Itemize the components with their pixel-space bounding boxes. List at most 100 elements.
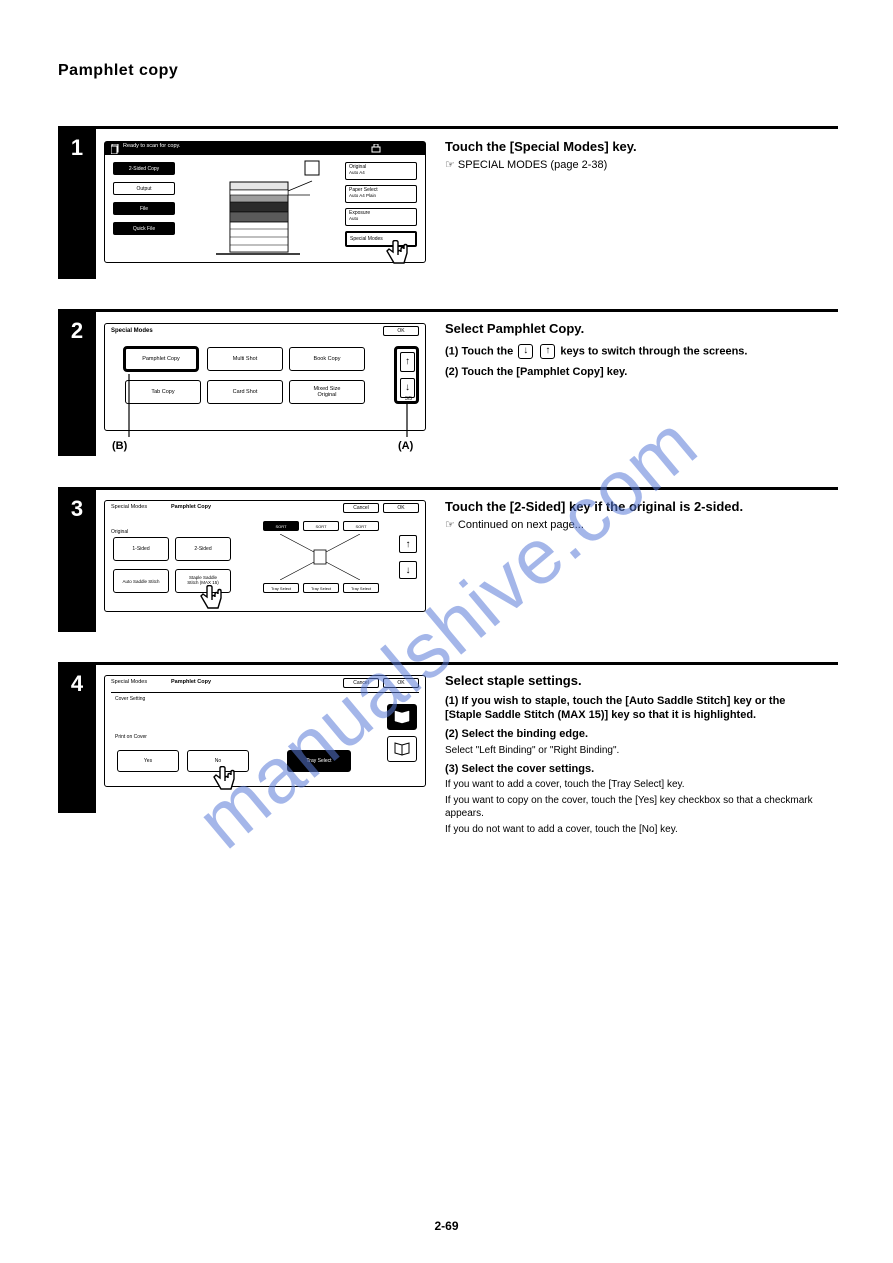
btn-book-copy[interactable]: Book Copy xyxy=(289,347,365,371)
panel4-cover-label: Cover Setting xyxy=(115,696,145,702)
binding-icon-left[interactable] xyxy=(387,704,417,730)
panel4-hr: Pamphlet Copy xyxy=(171,679,211,685)
page-title: Pamphlet copy xyxy=(58,62,178,80)
panel-step1: Ready to scan for copy. 2-Sided Copy Out… xyxy=(104,141,426,263)
inline-up-arrow-icon: ↑ xyxy=(540,344,555,359)
btn-card-shot[interactable]: Card Shot xyxy=(207,380,283,404)
scroll-down-btn[interactable]: ↓ xyxy=(400,378,415,398)
step-strip-3: 3 xyxy=(58,490,96,632)
sort-btn-1[interactable]: SORT xyxy=(263,521,299,531)
btn-pamphlet-copy[interactable]: Pamphlet Copy xyxy=(123,346,199,372)
btn-exposure[interactable]: Exposure Auto xyxy=(345,208,417,226)
panel3-up[interactable]: ↑ xyxy=(399,535,417,553)
step-strip-1: 1 xyxy=(58,129,96,279)
btn-original-val: Auto A4 xyxy=(349,170,413,175)
inst4-lineC-sub3: If you do not want to add a cover, touch… xyxy=(445,823,825,837)
btn-multi-shot[interactable]: Multi Shot xyxy=(207,347,283,371)
panel3-sort-row-bottom: Tray Select Tray Select Tray Select xyxy=(263,583,379,593)
panel2-header: Special Modes xyxy=(111,328,153,334)
btn-output[interactable]: Output xyxy=(113,182,175,195)
btn-quick-file[interactable]: Quick File xyxy=(113,222,175,235)
btn-mixed-size[interactable]: Mixed Size Original xyxy=(289,380,365,404)
inst4-lineB-sub: Select "Left Binding" or "Right Binding"… xyxy=(445,744,825,758)
panel3-cross-illustration xyxy=(280,534,360,580)
panel-step4: Special Modes Pamphlet Copy Cancel OK Co… xyxy=(104,675,426,787)
print-icon xyxy=(371,144,383,154)
inst4-lineC-sub2: If you want to copy on the cover, touch … xyxy=(445,794,825,821)
inline-down-arrow-icon: ↓ xyxy=(518,344,533,359)
panel3-down[interactable]: ↓ xyxy=(399,561,417,579)
step-number-1: 1 xyxy=(58,135,96,161)
btn-tray-select[interactable]: Tray Select xyxy=(287,750,351,772)
inst2-lineB: (2) Touch the [Pamphlet Copy] key. xyxy=(445,365,825,380)
panel3-ok[interactable]: OK xyxy=(383,503,419,513)
printer-illustration xyxy=(200,159,330,261)
panel3-hl: Special Modes xyxy=(111,504,147,510)
panel3-cancel[interactable]: Cancel xyxy=(343,503,379,513)
panel4-hl: Special Modes xyxy=(111,679,147,685)
sort-btn-3[interactable]: SORT xyxy=(343,521,379,531)
step-strip-2: 2 xyxy=(58,312,96,456)
inst4-headline: Select staple settings. xyxy=(445,672,825,690)
scroll-group-highlighted: ↑ ↓ xyxy=(394,346,419,404)
page-number: 2-69 xyxy=(0,1219,893,1233)
sort-btn-b3[interactable]: Tray Select xyxy=(343,583,379,593)
sort-btn-2[interactable]: SORT xyxy=(303,521,339,531)
btn-paper-val: Auto A4 Plain xyxy=(349,193,413,198)
hand-cursor-icon xyxy=(383,240,417,274)
btn-yes[interactable]: Yes xyxy=(117,750,179,772)
btn-original[interactable]: Original Auto A4 xyxy=(345,162,417,180)
inst4-lineC-sub1: If you want to add a cover, touch the [T… xyxy=(445,778,825,792)
inst2-lineA-post: keys to switch through the screens. xyxy=(560,345,747,357)
step-number-3: 3 xyxy=(58,496,96,522)
inst4-lineB: (2) Select the binding edge. xyxy=(445,727,825,742)
hand-cursor-icon-3 xyxy=(197,585,231,619)
panel4-cancel[interactable]: Cancel xyxy=(343,678,379,688)
label-step2-B: (B) xyxy=(112,440,127,452)
step-strip-4: 4 xyxy=(58,665,96,813)
scroll-up-btn[interactable]: ↑ xyxy=(400,352,415,372)
inst4-lineA: (1) If you wish to staple, touch the [Au… xyxy=(445,694,825,724)
step-number-4: 4 xyxy=(58,671,96,697)
btn-file[interactable]: File xyxy=(113,202,175,215)
panel4-ok[interactable]: OK xyxy=(383,678,419,688)
inst2-lineA: (1) Touch the ↓ ↑ keys to switch through… xyxy=(445,344,825,359)
inst1-headline: Touch the [Special Modes] key. xyxy=(445,138,825,156)
panel4-hr-line xyxy=(111,692,419,693)
instruction-4: Select staple settings. (1) If you wish … xyxy=(445,672,825,836)
inst3-headline: Touch the [2-Sided] key if the original … xyxy=(445,498,825,516)
instruction-2: Select Pamphlet Copy. (1) Touch the ↓ ↑ … xyxy=(445,320,825,380)
panel3-hr: Pamphlet Copy xyxy=(171,504,211,510)
btn-1sided[interactable]: 1-Sided xyxy=(113,537,169,561)
panel4-print-cover-label: Print on Cover xyxy=(115,734,147,740)
binding-icon-right[interactable] xyxy=(387,736,417,762)
instruction-3: Touch the [2-Sided] key if the original … xyxy=(445,498,825,532)
btn-tab-copy[interactable]: Tab Copy xyxy=(125,380,201,404)
inst1-body: ☞ SPECIAL MODES (page 2-38) xyxy=(445,158,825,173)
book-open-icon-right xyxy=(393,741,411,757)
sort-btn-b1[interactable]: Tray Select xyxy=(263,583,299,593)
book-open-icon-left xyxy=(393,709,411,725)
sort-btn-b2[interactable]: Tray Select xyxy=(303,583,339,593)
label-step2-A: (A) xyxy=(398,440,413,452)
doc-icon xyxy=(111,144,121,154)
inst3-body: ☞ Continued on next page... xyxy=(445,518,825,533)
btn-auto-saddle[interactable]: Auto Saddle Stitch xyxy=(113,569,169,593)
inst4-lineC: (3) Select the cover settings. xyxy=(445,762,825,777)
section-bar-1 xyxy=(58,126,838,129)
btn-2sided-copy[interactable]: 2-Sided Copy xyxy=(113,162,175,175)
instruction-1: Touch the [Special Modes] key. ☞ SPECIAL… xyxy=(445,138,825,172)
panel-step3: Special Modes Pamphlet Copy Cancel OK Or… xyxy=(104,500,426,612)
section-bar-2 xyxy=(58,309,838,312)
btn-exposure-val: Auto xyxy=(349,216,413,221)
btn-paper-select[interactable]: Paper Select Auto A4 Plain xyxy=(345,185,417,203)
panel2-ok-btn[interactable]: OK xyxy=(383,326,419,336)
inst2-headline: Select Pamphlet Copy. xyxy=(445,320,825,338)
step-number-2: 2 xyxy=(58,318,96,344)
panel3-sort-row-top: SORT SORT SORT xyxy=(263,521,379,531)
hand-cursor-icon-4 xyxy=(210,766,244,800)
btn-2sided[interactable]: 2-Sided xyxy=(175,537,231,561)
panel1-copy-ready: Ready to scan for copy. xyxy=(123,143,180,149)
panel-step2: Special Modes OK 3/5 Pamphlet Copy Multi… xyxy=(104,323,426,431)
section-bar-3 xyxy=(58,487,838,490)
